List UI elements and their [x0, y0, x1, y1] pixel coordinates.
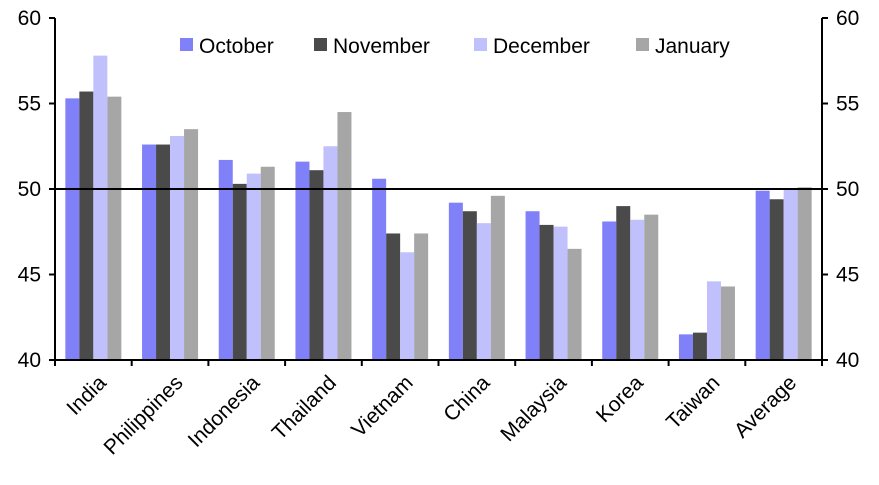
- x-tick-label-vietnam: Vietnam: [347, 371, 417, 441]
- x-tick-label-thailand: Thailand: [268, 371, 341, 444]
- x-tick-label-china: China: [439, 371, 494, 426]
- y-tick-label-left: 45: [18, 264, 41, 287]
- bar-december-vietnam: [400, 252, 415, 360]
- x-tick-label-taiwan: Taiwan: [662, 371, 724, 433]
- y-tick-label-left: 50: [18, 178, 41, 201]
- bar-october-malaysia: [525, 211, 540, 360]
- bar-december-philippines: [170, 135, 185, 360]
- bar-december-taiwan: [706, 281, 721, 360]
- bar-october-philippines: [142, 144, 157, 360]
- bar-december-malaysia: [553, 226, 568, 360]
- bar-december-india: [93, 55, 108, 361]
- bar-january-china: [490, 195, 505, 360]
- bar-january-korea: [644, 214, 659, 360]
- bar-january-philippines: [184, 129, 199, 360]
- y-tick-label-left: 60: [18, 7, 41, 30]
- y-tick-label-right: 55: [836, 93, 859, 116]
- bar-november-korea: [616, 206, 631, 360]
- bar-october-indonesia: [218, 159, 233, 360]
- bar-november-china: [462, 211, 477, 360]
- legend: October November December January: [180, 35, 730, 58]
- legend-swatch-december: [474, 38, 487, 51]
- bar-december-thailand: [323, 146, 338, 360]
- bar-october-korea: [602, 221, 617, 360]
- bar-november-malaysia: [539, 224, 554, 360]
- x-tick-label-average: Average: [730, 371, 801, 442]
- bar-january-thailand: [337, 112, 352, 360]
- bar-january-india: [107, 96, 122, 360]
- y-tick-label-right: 45: [836, 264, 859, 287]
- bar-october-vietnam: [372, 178, 387, 360]
- legend-label-november: November: [333, 35, 430, 58]
- bar-october-taiwan: [678, 334, 693, 360]
- y-tick-label-left: 40: [18, 349, 41, 372]
- bar-november-thailand: [309, 170, 324, 360]
- legend-swatch-november: [314, 38, 327, 51]
- y-tick-label-right: 60: [836, 7, 859, 30]
- bar-january-average: [797, 187, 812, 360]
- axes-layer: [49, 17, 828, 366]
- bars-layer: [65, 55, 812, 361]
- legend-swatch-january: [636, 38, 649, 51]
- x-tick-label-indonesia: Indonesia: [184, 371, 265, 452]
- bar-november-average: [769, 199, 784, 360]
- bar-december-average: [783, 189, 798, 360]
- bar-november-indonesia: [232, 183, 247, 360]
- bar-november-taiwan: [692, 332, 707, 360]
- bar-november-india: [79, 91, 94, 360]
- bar-october-india: [65, 98, 80, 361]
- bar-december-indonesia: [246, 173, 261, 360]
- x-tick-label-philippines: Philippines: [99, 371, 187, 459]
- y-tick-label-left: 55: [18, 93, 41, 116]
- bar-december-china: [476, 223, 491, 360]
- legend-label-january: January: [655, 35, 730, 58]
- bar-january-taiwan: [720, 286, 735, 360]
- x-tick-label-india: India: [62, 371, 111, 420]
- x-tick-label-korea: Korea: [592, 371, 648, 427]
- bar-november-vietnam: [386, 233, 401, 360]
- legend-label-december: December: [493, 35, 590, 58]
- bar-october-average: [755, 190, 770, 360]
- x-tick-label-malaysia: Malaysia: [496, 371, 571, 446]
- y-tick-label-right: 50: [836, 178, 859, 201]
- legend-label-october: October: [199, 35, 274, 58]
- bar-october-thailand: [295, 161, 310, 360]
- bar-october-china: [448, 202, 463, 360]
- bar-december-korea: [630, 219, 645, 360]
- bar-january-vietnam: [414, 233, 429, 360]
- legend-swatch-october: [180, 38, 193, 51]
- bar-january-malaysia: [567, 248, 582, 360]
- bar-november-philippines: [156, 144, 171, 360]
- y-tick-label-right: 40: [836, 349, 859, 372]
- bar-january-indonesia: [260, 166, 275, 360]
